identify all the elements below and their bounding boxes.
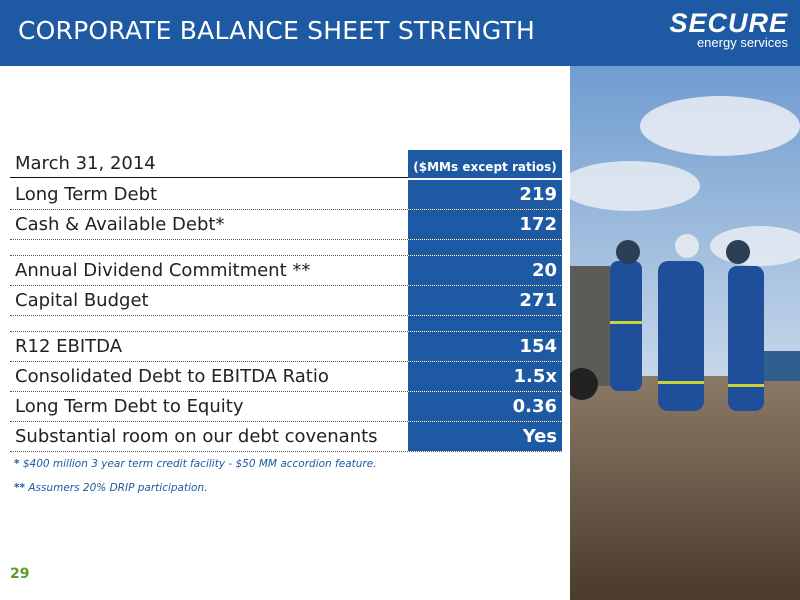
row-value: 0.36	[408, 392, 562, 421]
row-label: R12 EBITDA	[15, 336, 123, 357]
row-value: Yes	[408, 422, 562, 451]
footnote-marker: **	[14, 482, 25, 494]
row-label: Cash & Available Debt*	[15, 214, 225, 235]
table-row: Cash & Available Debt* 172	[10, 210, 562, 240]
row-value: 271	[408, 286, 562, 315]
row-value: 172	[408, 210, 562, 239]
spacer-row	[10, 240, 562, 256]
table-row: R12 EBITDA 154	[10, 332, 562, 362]
table-row: Substantial room on our debt covenants Ye…	[10, 422, 562, 452]
spacer-row	[10, 316, 562, 332]
spacer-value	[408, 240, 562, 255]
table-row: Capital Budget 271	[10, 286, 562, 316]
header-label: March 31, 2014	[15, 153, 156, 174]
photo	[570, 66, 800, 600]
header-bar: CORPORATE BALANCE SHEET STRENGTH SECURE …	[0, 0, 800, 66]
page-number: 29	[10, 566, 30, 582]
logo-tagline: energy services	[696, 35, 788, 50]
row-label: Substantial room on our debt covenants	[15, 426, 378, 447]
row-value: 20	[408, 256, 562, 285]
row-value: 219	[408, 180, 562, 209]
logo: SECURE energy services	[669, 10, 788, 50]
table-header-row: March 31, 2014 ($MMs except ratios)	[10, 150, 562, 178]
table-row: Consolidated Debt to EBITDA Ratio 1.5x	[10, 362, 562, 392]
footnote-marker: *	[14, 458, 20, 470]
row-value: 1.5x	[408, 362, 562, 391]
logo-name: SECURE	[669, 8, 788, 38]
row-value: 154	[408, 332, 562, 361]
slide-title: CORPORATE BALANCE SHEET STRENGTH	[18, 16, 535, 45]
spacer-value	[408, 316, 562, 331]
table-row: Long Term Debt to Equity 0.36	[10, 392, 562, 422]
footnote: * $400 million 3 year term credit facili…	[14, 458, 377, 470]
footnote-text: Assumers 20% DRIP participation.	[28, 482, 208, 494]
row-label: Long Term Debt to Equity	[15, 396, 244, 417]
row-label: Long Term Debt	[15, 184, 158, 205]
table-row: Annual Dividend Commitment ** 20	[10, 256, 562, 286]
footnote: ** Assumers 20% DRIP participation.	[14, 482, 207, 494]
row-label: Capital Budget	[15, 290, 149, 311]
table-row: Long Term Debt 219	[10, 180, 562, 210]
footnote-text: $400 million 3 year term credit facility…	[22, 458, 377, 470]
row-label: Annual Dividend Commitment **	[15, 260, 311, 281]
header-units: ($MMs except ratios)	[408, 150, 562, 178]
row-label: Consolidated Debt to EBITDA Ratio	[15, 366, 329, 387]
header-line	[10, 177, 408, 178]
